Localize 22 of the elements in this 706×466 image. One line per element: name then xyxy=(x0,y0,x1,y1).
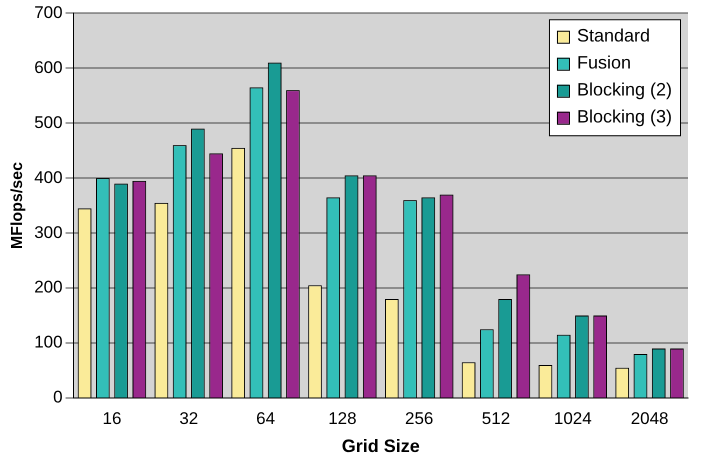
x-tick-label: 256 xyxy=(404,408,434,428)
y-tick-label: 300 xyxy=(34,222,63,242)
x-tick-label: 64 xyxy=(256,408,276,428)
y-tick-label: 400 xyxy=(34,168,63,187)
legend-label: Fusion xyxy=(576,52,631,73)
legend-label: Blocking (3) xyxy=(576,106,672,127)
y-tick-label: 100 xyxy=(34,332,63,352)
x-tick-label: 512 xyxy=(482,408,510,428)
y-tick-label: 200 xyxy=(34,278,63,297)
legend-label: Blocking (2) xyxy=(576,80,672,100)
x-tick-label: 1024 xyxy=(554,408,592,428)
x-tick-label: 128 xyxy=(328,408,357,428)
y-tick-label: 600 xyxy=(34,58,63,77)
legend-label: Standard xyxy=(576,26,650,46)
x-axis-title: Grid Size xyxy=(342,436,420,456)
y-tick-label: 500 xyxy=(34,112,63,132)
y-tick-label: 700 xyxy=(34,2,63,22)
y-axis-title: MFlops/sec xyxy=(9,162,26,250)
x-tick-label: 32 xyxy=(179,408,198,428)
y-tick-label: 0 xyxy=(53,388,63,407)
x-tick-label: 2048 xyxy=(630,408,669,428)
x-tick-label: 16 xyxy=(102,408,122,428)
